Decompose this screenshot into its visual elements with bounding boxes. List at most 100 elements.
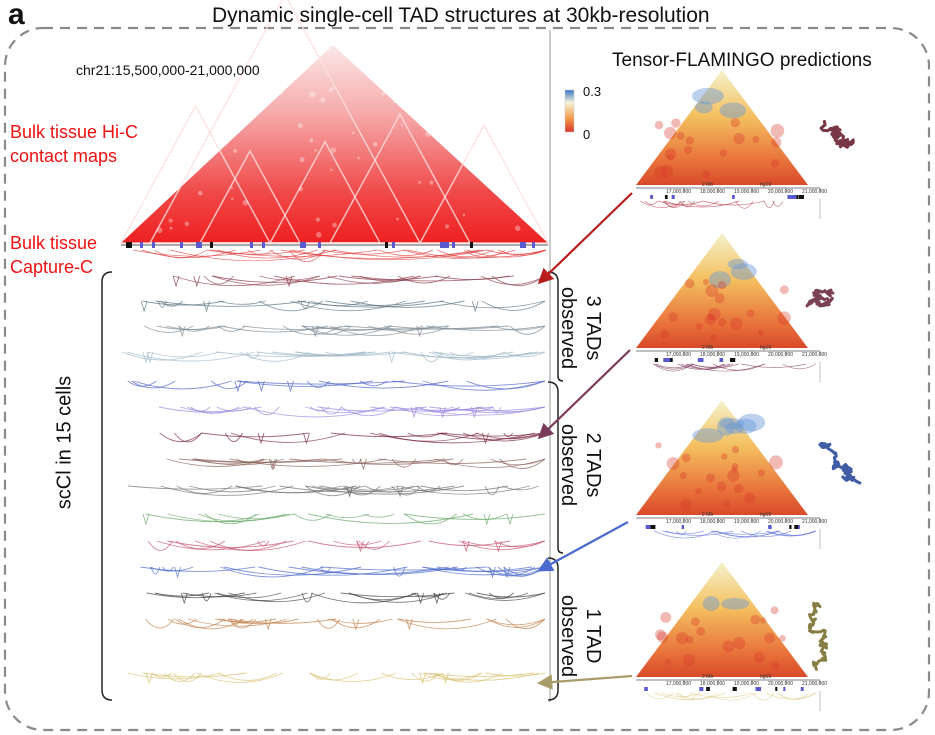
gene-mark	[794, 525, 799, 529]
contact-arc	[187, 618, 288, 627]
contact-arc	[379, 249, 434, 256]
contact-arc	[209, 540, 287, 551]
group-label-3tads: 3 TADs observed	[555, 283, 605, 373]
contact-arc	[297, 300, 444, 308]
contact-arc	[257, 540, 270, 547]
contact-arc	[710, 530, 761, 539]
contact-arc	[212, 275, 338, 283]
contact-arc	[206, 249, 305, 255]
contact-arc	[391, 351, 539, 359]
contact-arc	[424, 672, 535, 678]
predicted-contact-patch	[724, 422, 744, 435]
contact-arc	[687, 200, 719, 207]
predicted-contact-speckle	[779, 634, 786, 642]
contact-arc	[218, 672, 277, 681]
gene-annotation-track	[121, 242, 548, 248]
contact-arc	[675, 692, 693, 698]
3d-structure	[805, 288, 835, 308]
contact-arc	[435, 672, 483, 681]
tick-scale-label: 2 Mb	[702, 345, 713, 351]
gene-mark	[665, 358, 671, 362]
contact-arc	[660, 692, 702, 697]
contact-arc	[462, 540, 546, 548]
3d-structure	[818, 441, 862, 485]
bulk-hic-label-line1: Bulk tissue Hi-C	[10, 122, 139, 142]
contact-arc	[327, 618, 393, 624]
contact-arc	[290, 249, 488, 261]
contact-arc	[653, 363, 695, 370]
contact-arc	[505, 618, 546, 630]
contact-arc	[149, 566, 194, 572]
hic-speckle	[462, 105, 465, 109]
contact-arc	[164, 672, 196, 682]
contact-arc	[312, 485, 366, 490]
cell-track	[159, 432, 546, 445]
contact-arc	[290, 300, 407, 312]
bulk-capture-label-line1: Bulk tissue	[10, 233, 98, 253]
tick-build-label: hg19	[760, 674, 771, 680]
contact-spike	[203, 300, 210, 313]
prediction-panel: 2 Mb hg19 17,000,000 18,000,000 19,000,000 20…	[636, 70, 827, 219]
contact-spike	[433, 592, 441, 605]
predicted-contact-speckle	[681, 453, 691, 463]
contact-arc	[350, 300, 465, 308]
genome-axis-tick-label: 17,000,000	[666, 352, 691, 358]
gene-mark	[663, 358, 666, 362]
predicted-contact-speckle	[682, 653, 696, 666]
contact-spike	[410, 406, 418, 419]
contact-arc	[158, 406, 262, 413]
genome-axis-tick-label: 20,000,000	[768, 352, 793, 358]
contact-arc	[160, 485, 294, 496]
cell-track	[128, 672, 546, 685]
contact-arc	[128, 672, 222, 680]
contact-spike	[506, 513, 514, 526]
contact-arc	[230, 432, 346, 443]
hic-speckle	[314, 148, 318, 152]
contact-arc	[194, 540, 307, 551]
contact-spike	[146, 351, 154, 364]
gene-mark	[789, 525, 792, 529]
contact-arc	[763, 200, 775, 209]
predicted-contact-speckle	[770, 159, 780, 168]
genome-axis-tick-label: 19,000,000	[734, 352, 759, 358]
contact-arc	[752, 692, 775, 701]
contact-arc	[179, 406, 246, 413]
predicted-contact-speckle	[660, 164, 674, 178]
contact-arc	[411, 672, 440, 682]
contact-spike	[258, 380, 265, 393]
contact-spike	[416, 325, 424, 338]
tick-scale-label: 2 Mb	[702, 674, 713, 680]
contact-arc	[501, 485, 539, 491]
contact-spike	[180, 592, 188, 605]
predicted-contact-speckle	[666, 457, 680, 470]
genome-axis-tick-label: 17,000,000	[666, 681, 691, 687]
contact-spike	[287, 380, 294, 393]
predicted-contact-speckle	[664, 148, 677, 161]
predicted-contact-speckle	[764, 632, 776, 644]
hic-speckle	[522, 149, 526, 153]
contact-arc	[426, 325, 546, 331]
contact-arc	[187, 406, 240, 414]
gene-mark	[719, 358, 724, 362]
contact-arc	[300, 300, 310, 309]
hic-speckle	[320, 97, 326, 103]
predictions-title: Tensor-FLAMINGO predictions	[612, 50, 872, 71]
contact-arc	[305, 485, 465, 495]
contact-arc	[360, 380, 388, 387]
contact-arc	[228, 592, 326, 603]
contact-arc	[215, 351, 376, 358]
contact-spike	[145, 672, 153, 685]
contact-arc	[664, 200, 740, 208]
group-label-2tads-line2: observed	[557, 423, 579, 507]
predicted-contact-speckle	[718, 318, 727, 327]
contact-arc	[437, 432, 546, 440]
contact-arc	[310, 300, 368, 307]
contact-arc	[403, 351, 514, 359]
contact-arc	[691, 692, 753, 699]
predicted-contact-speckle	[770, 123, 785, 138]
hic-speckle	[439, 134, 444, 138]
predicted-contact-speckle	[753, 652, 765, 663]
genome-axis-tick-label: 17,000,000	[666, 189, 691, 195]
predicted-contact-speckle	[706, 473, 716, 483]
contact-arc	[644, 200, 658, 205]
